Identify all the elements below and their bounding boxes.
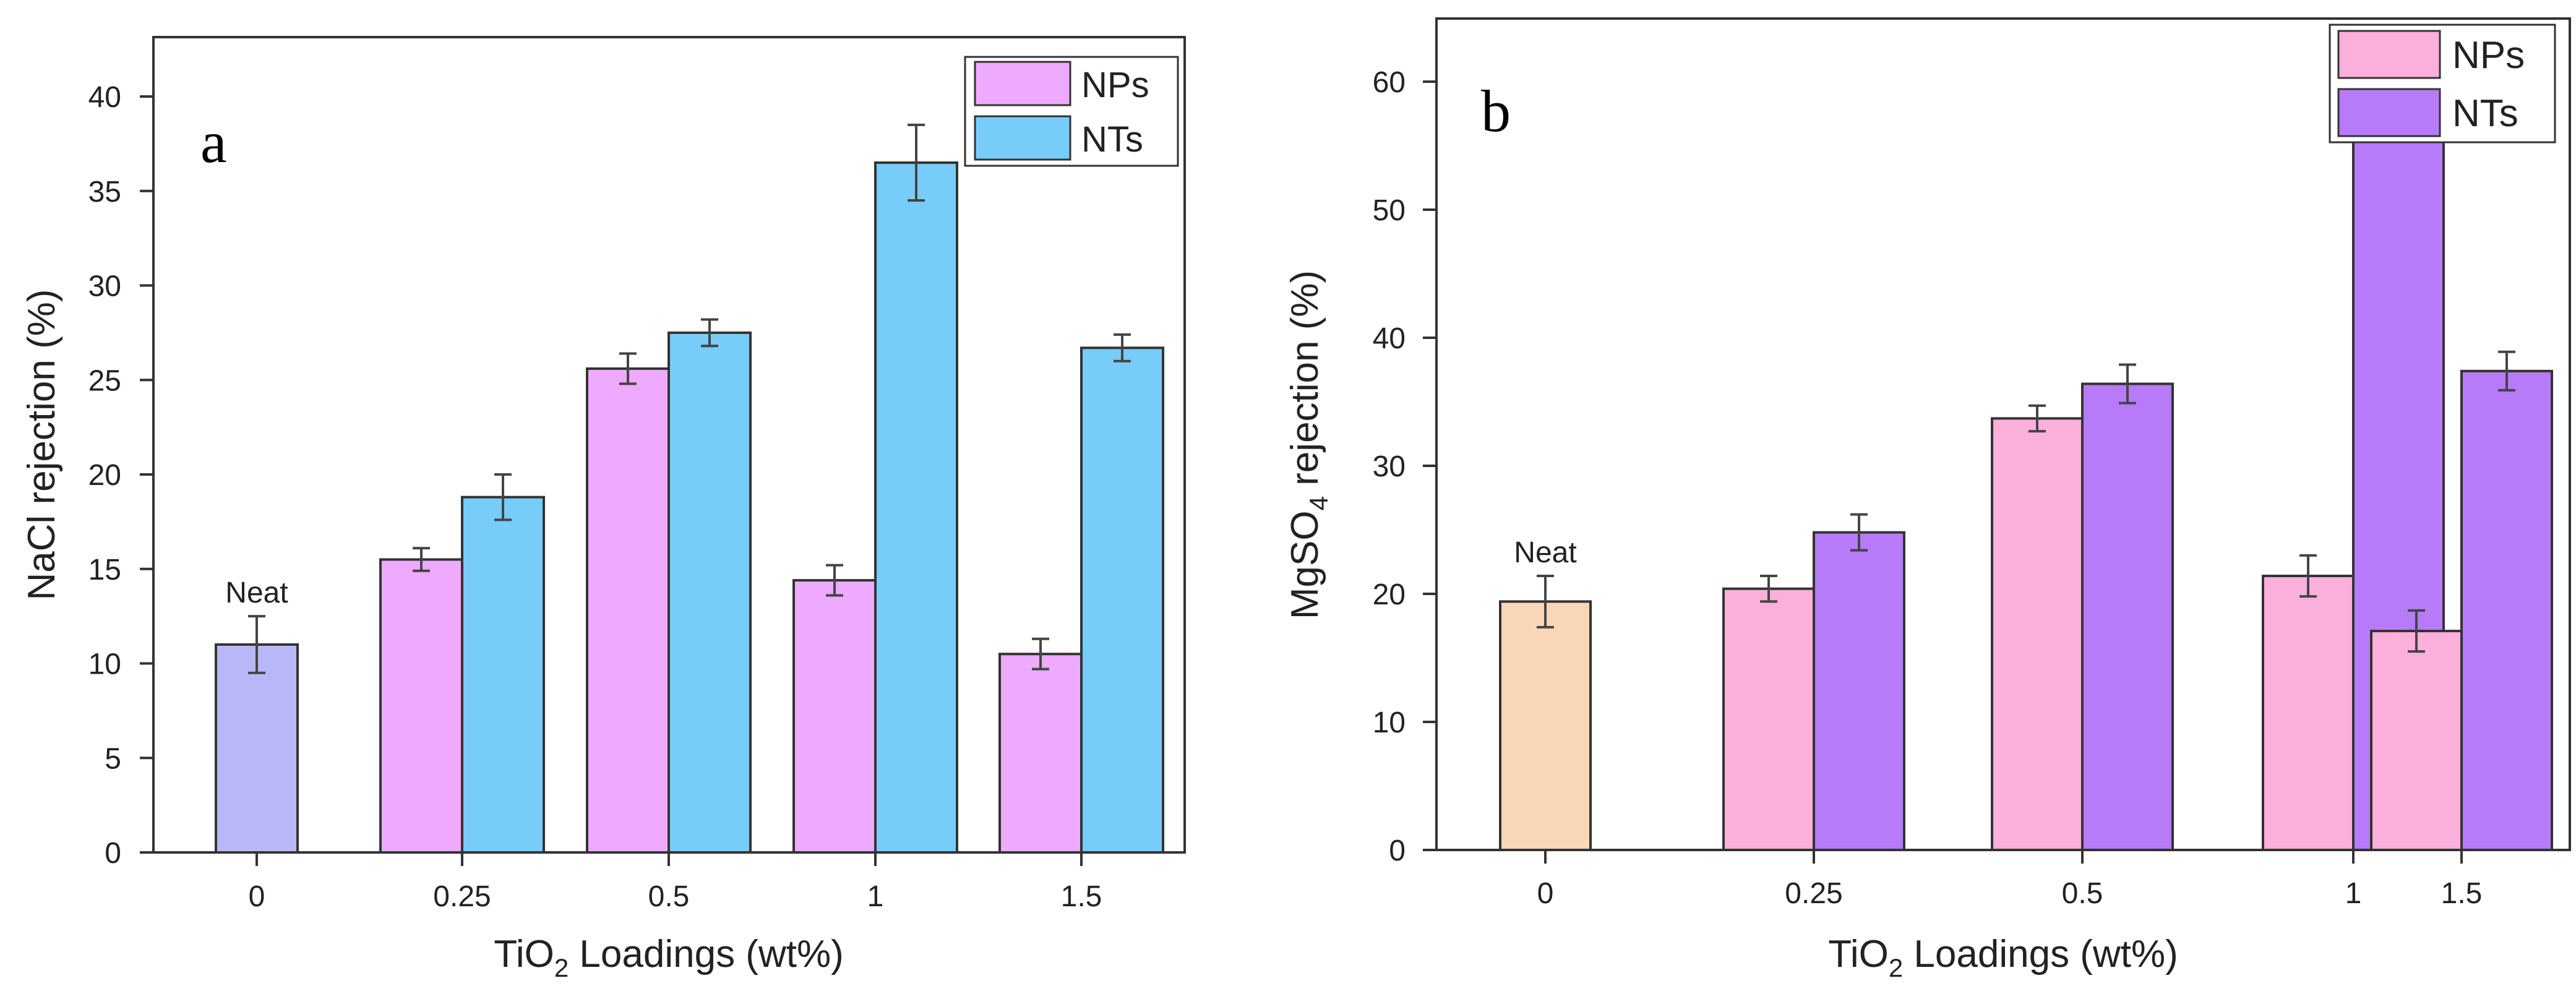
panel-a-y-tick-label: 35 <box>88 176 121 208</box>
panel-a-bar-neat <box>215 643 299 854</box>
panel-b-errorbar-nps-3 <box>2299 554 2317 598</box>
panel-a-errorbars <box>248 123 1131 674</box>
panel-b-y-label-main: MgSO <box>1284 510 1326 619</box>
panel-b-legend: NPs NTs <box>2329 24 2556 144</box>
panel-a-legend: NPs NTs <box>964 56 1179 167</box>
panel-b-legend-label-nps: NPs <box>2452 34 2525 77</box>
panel-b-bar-nts-1 <box>1813 531 1905 851</box>
panel-b-x-label-rest: Loadings (wt%) <box>1903 933 2178 976</box>
panel-a-legend-label-nts: NTs <box>1081 119 1143 160</box>
panel-b-bar-nps-2 <box>1991 417 2084 851</box>
panel-b-y-tick-label: 40 <box>1373 322 1406 355</box>
panel-b-y-tick-label: 30 <box>1373 450 1406 483</box>
panel-b-y-tick-label: 10 <box>1373 706 1406 739</box>
panel-a-y-tick-label: 40 <box>88 81 121 114</box>
panel-b-y-label-sub: 4 <box>1304 496 1333 510</box>
panel-b-errorbar-nts-2 <box>2119 363 2136 405</box>
panel-a-x-tick-label: 0.25 <box>433 880 491 913</box>
panel-b-bar-nts-4 <box>2460 369 2553 851</box>
panel-b-x-ticks: 0 0.25 0.5 1 1.5 <box>1537 850 2483 910</box>
panel-b-neat-label: Neat <box>1514 536 1576 569</box>
panel-a-bar-nps-2 <box>586 367 670 854</box>
panel-b-bar-nps-3 <box>2262 575 2355 852</box>
panel-a-bar-nts-3 <box>874 161 958 854</box>
panel-a-errorbar-nps-3 <box>826 564 843 597</box>
panel-b-x-tick-label: 1 <box>2345 877 2362 910</box>
panel-b-x-tick-label: 0 <box>1537 877 1554 910</box>
panel-b-y-tick-label: 60 <box>1373 66 1406 99</box>
panel-b-errorbar-nps-2 <box>2029 404 2046 433</box>
panel-b-y-tick-label: 50 <box>1373 194 1406 227</box>
panel-b-errorbar-nps-1 <box>1760 575 1777 603</box>
panel-a-bar-nps-3 <box>792 579 877 854</box>
panel-b-errorbar-nps-4 <box>2408 609 2425 653</box>
panel-a-x-ticks: 0 0.25 0.5 1 1.5 <box>249 852 1102 913</box>
panel-b-y-tick-label: 0 <box>1389 834 1406 867</box>
panel-a-y-axis-label: NaCl rejection (%) <box>20 289 63 600</box>
panel-a-bar-nts-2 <box>668 331 752 854</box>
panel-a-errorbar-nps-1 <box>413 547 430 572</box>
panel-b-x-label-sub: 2 <box>1889 953 1903 982</box>
panel-a-errorbar-nts-2 <box>701 318 718 348</box>
panel-a-legend-label-nps: NPs <box>1081 65 1149 105</box>
panel-b-y-axis-label: MgSO4 rejection (%) <box>1284 270 1333 619</box>
panel-a-y-tick-label: 25 <box>88 364 121 397</box>
panel-a-x-tick-label: 1 <box>867 880 884 913</box>
panel-b-y-ticks: 0 10 20 30 40 50 60 <box>1373 66 1436 867</box>
panel-a-errorbar-neat <box>248 615 265 674</box>
panel-b-errorbar-nts-1 <box>1850 513 1868 552</box>
panel-a-bar-nts-1 <box>461 495 545 854</box>
panel-a-neat-label: Neat <box>225 577 288 609</box>
panel-b-x-axis-label: TiO2 Loadings (wt%) <box>1828 933 2178 982</box>
panel-b-x-label-main: TiO <box>1828 933 1889 976</box>
panel-b-bar-nts-2 <box>2081 382 2174 851</box>
panel-b-errorbar-nts-4 <box>2498 350 2515 392</box>
panel-a-bar-nps-1 <box>379 558 463 854</box>
panel-a-x-tick-label: 1.5 <box>1061 880 1102 913</box>
panel-a-x-label-main: TiO <box>494 933 554 976</box>
panel-a-x-axis-label: TiO2 Loadings (wt%) <box>494 933 843 982</box>
panel-a-y-tick-label: 5 <box>105 742 121 775</box>
panel-b-legend-swatch-nps <box>2337 30 2441 79</box>
panel-a-y-tick-label: 20 <box>88 459 121 492</box>
panel-b-x-tick-label: 1.5 <box>2441 877 2483 910</box>
chart-panel-b: 0 10 20 30 40 50 60 0 0.25 0.5 1 1.5 b Neat NPs NT… <box>1284 17 2571 982</box>
panel-b-letter: b <box>1481 78 1511 144</box>
panel-b-plot-frame <box>1435 17 2571 851</box>
panel-b-x-tick-label: 0.25 <box>1785 877 1842 910</box>
panel-a-x-tick-label: 0 <box>249 880 265 913</box>
panel-a-errorbar-nps-2 <box>619 352 637 385</box>
panel-a-y-tick-label: 0 <box>105 837 121 870</box>
panel-a-bars <box>215 161 1164 854</box>
panel-a-bar-nts-4 <box>1080 346 1164 854</box>
chart-panel-a: 0 5 10 15 20 25 30 35 40 0 0.25 0.5 1 1.5 a Neat NPs… <box>20 36 1186 982</box>
panel-a-errorbar-nts-3 <box>908 123 925 202</box>
panel-b-bars <box>1499 114 2553 852</box>
panel-a-plot-frame <box>152 36 1186 854</box>
panel-a-letter: a <box>200 109 227 175</box>
panel-b-x-tick-label: 0.5 <box>2062 877 2103 910</box>
panel-b-errorbar-neat <box>1537 575 1554 628</box>
panel-b-bar-nps-1 <box>1722 587 1815 851</box>
panel-b-legend-label-nts: NTs <box>2452 92 2518 135</box>
panel-a-legend-swatch-nps <box>974 61 1071 106</box>
panel-a-y-tick-label: 15 <box>88 554 121 586</box>
panel-b-y-label-rest: rejection (%) <box>1284 270 1326 496</box>
panel-b-legend-swatch-nts <box>2337 88 2441 137</box>
panel-a-errorbar-nps-4 <box>1032 637 1049 671</box>
panel-b-bar-nps-4 <box>2370 630 2463 852</box>
panel-a-errorbar-nts-4 <box>1114 333 1131 363</box>
panel-a-x-label-rest: Loadings (wt%) <box>569 933 844 976</box>
panel-a-legend-swatch-nts <box>974 115 1071 161</box>
panel-a-x-tick-label: 0.5 <box>648 880 690 913</box>
panel-a-bar-nps-4 <box>998 653 1083 854</box>
panel-b-bar-neat <box>1499 600 1592 851</box>
panel-a-y-tick-label: 30 <box>88 270 121 303</box>
panel-a-y-tick-label: 10 <box>88 648 121 681</box>
panel-a-errorbar-nts-1 <box>494 473 512 521</box>
panel-a-y-ticks: 0 5 10 15 20 25 30 35 40 <box>88 81 153 870</box>
panel-a-x-label-sub: 2 <box>554 953 569 982</box>
panel-b-y-tick-label: 20 <box>1373 578 1406 611</box>
